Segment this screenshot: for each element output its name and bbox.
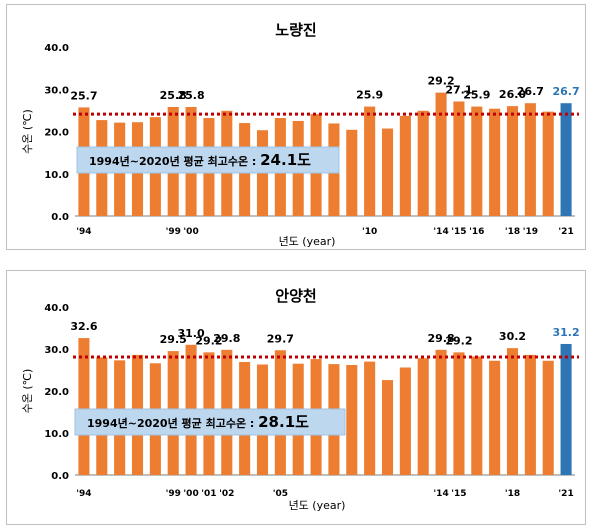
bar-2011 (381, 380, 394, 475)
x-axis-title: 년도 (year) (289, 499, 346, 512)
bar-2018 (506, 348, 519, 475)
x-tick-label-2015: '15 (451, 489, 466, 499)
data-label-2000: 31.0 (178, 327, 205, 340)
bar-2014 (435, 92, 447, 216)
data-label-1999: 29.5 (160, 333, 187, 346)
average-label-box (76, 146, 340, 174)
y-tick-label: 10.0 (44, 170, 69, 181)
x-tick-label-1994: '94 (76, 489, 91, 499)
x-tick-label-2005: '05 (273, 489, 288, 499)
x-tick-label-2021: '21 (558, 227, 573, 237)
data-label-2014: 29.2 (428, 75, 455, 88)
y-tick-label: 0.0 (51, 212, 69, 223)
x-tick-label-2016: '16 (469, 227, 484, 237)
bar-2016 (471, 106, 483, 216)
x-tick-label-2000: '00 (183, 489, 198, 499)
bar-2017 (489, 360, 501, 475)
bar-2012 (399, 115, 411, 216)
average-label-value: 24.1도 (260, 151, 311, 169)
average-label: 1994년~2020년 평균 최고수온 : 24.1도 (89, 151, 311, 169)
data-label-2021: 31.2 (553, 326, 580, 339)
x-tick-label-2010: '10 (362, 227, 377, 237)
data-label-2015: 29.2 (445, 334, 472, 347)
bar-2019 (524, 103, 536, 216)
y-tick-label: 30.0 (44, 345, 69, 356)
data-label-2019: 26.7 (517, 85, 544, 98)
bar-2017 (489, 108, 501, 216)
data-label-1999: 25.8 (160, 89, 187, 102)
y-tick-label: 10.0 (44, 429, 69, 440)
bar-2021 (560, 343, 572, 475)
bar-2021 (560, 103, 572, 216)
x-tick-label-2019: '19 (523, 227, 538, 237)
data-label-1994: 32.6 (70, 320, 97, 333)
data-label-2002: 29.8 (213, 332, 240, 345)
chart-noryangjin: 노량진 0.0 10.0 20.0 30.0 40.0 수온 (℃) 25.7 25.825.8… (21, 21, 580, 248)
bar-1994 (78, 338, 90, 475)
bar-2013 (417, 358, 429, 475)
chart-title: 노량진 (275, 21, 316, 39)
bar-2009 (346, 364, 358, 475)
average-label: 1994년~2020년 평균 최고수온 : 28.1도 (87, 413, 309, 431)
y-tick-label: 20.0 (44, 128, 69, 139)
x-tick-label-2021: '21 (558, 489, 573, 499)
bar-2010 (364, 106, 376, 216)
data-label-2016: 25.9 (463, 89, 490, 102)
data-label-2005: 29.7 (267, 332, 294, 345)
average-label-text: 1994년~2020년 평균 최고수온 : (87, 416, 258, 430)
y-tick-label: 0.0 (51, 471, 69, 482)
average-label-text: 1994년~2020년 평균 최고수온 : (89, 154, 260, 168)
x-tick-label-2001: '01 (201, 489, 216, 499)
x-tick-label-2018: '18 (505, 489, 520, 499)
x-axis-title: 년도 (year) (279, 235, 336, 248)
data-label-2018: 30.2 (499, 330, 526, 343)
bar-2013 (417, 110, 429, 216)
data-label-2021: 26.7 (553, 85, 580, 98)
bar-2015 (453, 101, 465, 216)
bar-2015 (453, 352, 465, 475)
data-label-2015: 27.1 (445, 84, 472, 97)
bar-2020 (542, 111, 554, 216)
chart-anyangcheon: 안양천 0.0 10.0 20.0 30.0 40.0 수온 (℃) 32.6 29.531.0… (21, 287, 580, 512)
x-tick-label-2014: '14 (433, 489, 448, 499)
data-label-2010: 25.9 (356, 89, 383, 102)
bar-2016 (471, 356, 483, 475)
bar-2011 (381, 128, 394, 216)
x-tick-label-1999: '99 (166, 489, 181, 499)
y-axis-title: 수온 (℃) (21, 109, 34, 154)
x-tick-label-2018: '18 (505, 227, 520, 237)
x-tick-label-1999: '99 (166, 227, 181, 237)
y-tick-label: 40.0 (44, 303, 69, 314)
x-tick-label-2002: '02 (219, 489, 234, 499)
x-tick-label-1994: '94 (76, 227, 91, 237)
x-tick-label-2015: '15 (451, 227, 466, 237)
bar-2014 (435, 349, 447, 475)
x-tick-label-2000: '00 (183, 227, 198, 237)
bar-2018 (506, 106, 519, 216)
data-label-2000: 25.8 (178, 89, 205, 102)
chart-panel-noryangjin: 노량진 0.0 10.0 20.0 30.0 40.0 수온 (℃) 25.7 25.8 25.8… (6, 4, 586, 250)
chart-title: 안양천 (275, 287, 316, 305)
bar-2009 (346, 129, 358, 216)
average-label-box (74, 408, 346, 436)
bar-2020 (542, 360, 554, 475)
data-label-2018: 26.0 (499, 88, 526, 101)
bar-2019 (524, 354, 536, 475)
y-tick-label: 20.0 (44, 387, 69, 398)
data-label-2001: 29.2 (195, 334, 222, 347)
bar-2012 (399, 367, 411, 475)
bar-2010 (364, 361, 376, 475)
chart-panel-anyangcheon: 안양천 0.0 10.0 20.0 30.0 40.0 수온 (℃) 32.6 29.5 31.0… (6, 270, 586, 525)
data-label-1994: 25.7 (70, 89, 97, 102)
y-tick-label: 30.0 (44, 85, 69, 96)
y-tick-label: 40.0 (44, 43, 69, 54)
y-axis-title: 수온 (℃) (21, 369, 34, 414)
x-tick-label-2014: '14 (433, 227, 448, 237)
average-label-value: 28.1도 (258, 413, 309, 431)
data-label-2014: 29.8 (428, 332, 455, 345)
